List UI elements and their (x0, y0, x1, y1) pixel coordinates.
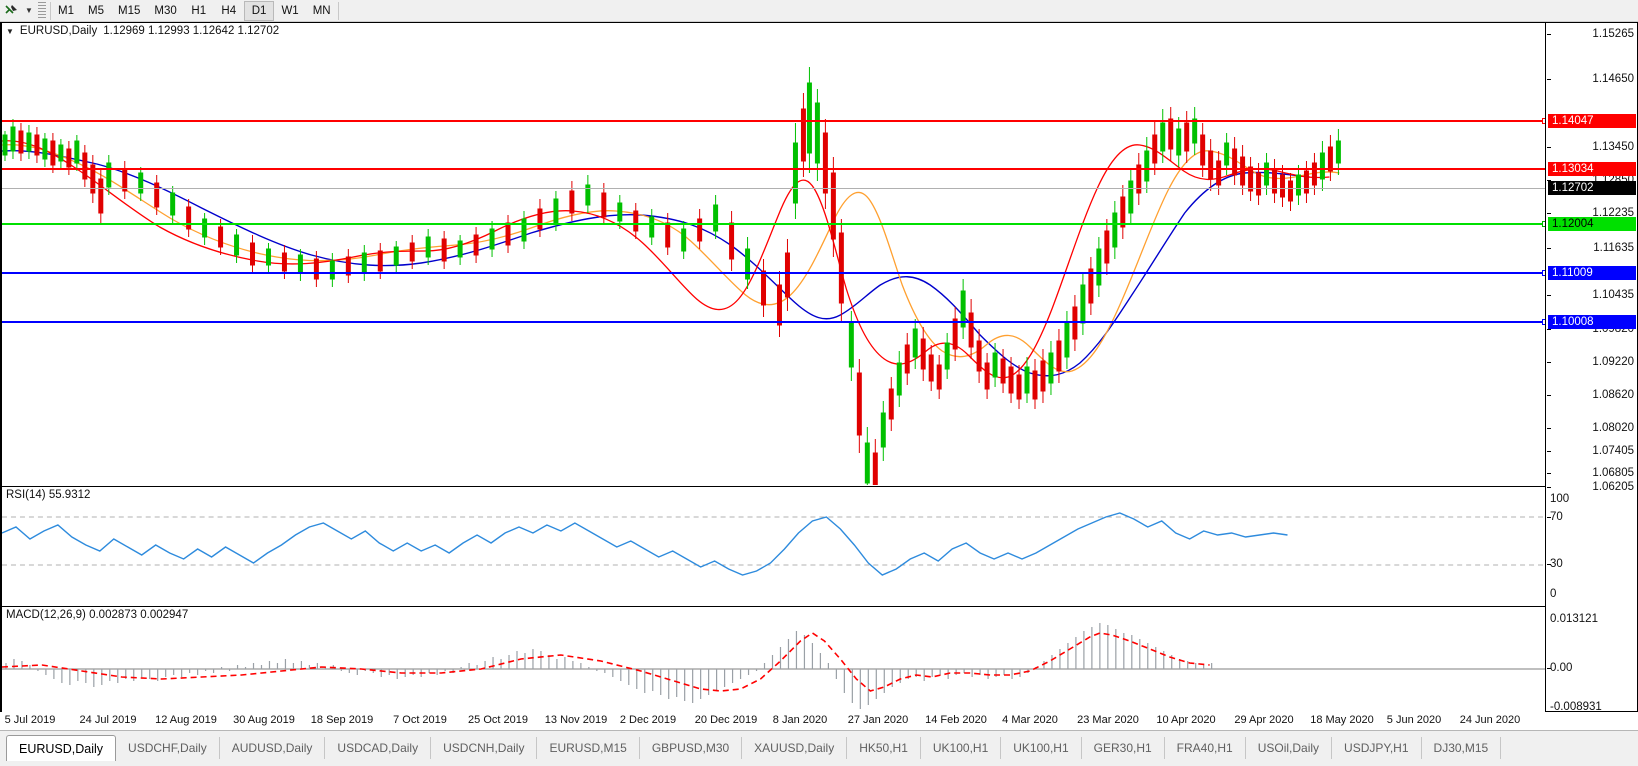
date-label-0: 5 Jul 2019 (4, 714, 56, 726)
date-label-12: 14 Feb 2020 (925, 714, 987, 726)
moving-average-slow (2, 149, 1310, 377)
macd-tick-min: -0.008931 (1550, 701, 1602, 713)
date-label-13: 4 Mar 2020 (1002, 714, 1058, 726)
rsi-tick-30: 30 (1550, 558, 1563, 570)
date-label-3: 30 Aug 2019 (233, 714, 295, 726)
price-chart-svg (2, 67, 1341, 485)
date-label-1: 24 Jul 2019 (79, 714, 137, 726)
rsi-tick-0: 0 (1550, 588, 1557, 600)
date-axis: 5 Jul 2019 24 Jul 2019 12 Aug 2019 30 Au… (0, 712, 1638, 730)
timeframe-w1[interactable]: W1 (281, 4, 299, 17)
chart-tab-uk100-h1-b[interactable]: UK100,H1 (1001, 737, 1082, 759)
chart-tab-usdcad-daily[interactable]: USDCAD,Daily (325, 737, 432, 759)
chart-symbol-header: ▼ EURUSD,Daily 1.12969 1.12993 1.12642 1… (2, 23, 279, 39)
price-tick-4: 1.12235 (1592, 207, 1634, 219)
rsi-chart-svg (2, 512, 1545, 576)
chart-tab-dj30-m15[interactable]: DJ30,M15 (1422, 737, 1502, 759)
price-axis[interactable]: 1.15265 1.14650 1.13450 1.12850 1.12235 … (1545, 23, 1637, 713)
chart-tab-usoil-daily[interactable]: USOil,Daily (1246, 737, 1333, 759)
date-label-17: 18 May 2020 (1310, 714, 1374, 726)
date-label-19: 24 Jun 2020 (1459, 714, 1521, 726)
macd-tick-max: 0.013121 (1550, 613, 1598, 625)
macd-tick-zero: 0.00 (1550, 662, 1573, 674)
level-pill-resistance-2[interactable]: 1.13034 (1548, 162, 1636, 176)
toolbar-divider-2 (337, 1, 339, 20)
chart-tab-fra40-h1[interactable]: FRA40,H1 (1165, 737, 1246, 759)
chart-tab-eurusd-m15[interactable]: EURUSD,M15 (537, 737, 640, 759)
chart-area[interactable]: ▼ EURUSD,Daily 1.12969 1.12993 1.12642 1… (0, 22, 1638, 713)
date-label-18: 5 Jun 2020 (1386, 714, 1442, 726)
chart-symbol-label: EURUSD,Daily (19, 25, 98, 37)
chart-tab-audusd-daily[interactable]: AUDUSD,Daily (220, 737, 326, 759)
drag-grip-icon[interactable] (38, 1, 46, 20)
price-tick-1: 1.14650 (1592, 73, 1634, 85)
candlesticks (2, 67, 1341, 485)
price-tick-6: 1.10435 (1592, 289, 1634, 301)
date-label-4: 18 Sep 2019 (310, 714, 374, 726)
timeframe-m1[interactable]: M1 (58, 4, 74, 17)
date-label-5: 7 Oct 2019 (393, 714, 447, 726)
chart-tab-usdjpy-h1[interactable]: USDJPY,H1 (1332, 737, 1422, 759)
chart-tab-usdchf-daily[interactable]: USDCHF,Daily (116, 737, 220, 759)
timeframe-m30[interactable]: M30 (154, 4, 177, 17)
level-pill-pivot-2[interactable]: 1.10008 (1548, 315, 1636, 329)
date-label-2: 12 Aug 2019 (155, 714, 217, 726)
timeframe-mn[interactable]: MN (312, 4, 331, 17)
date-label-11: 27 Jan 2020 (847, 714, 909, 726)
moving-average-fast (2, 140, 1330, 379)
date-label-6: 25 Oct 2019 (468, 714, 528, 726)
date-label-14: 23 Mar 2020 (1077, 714, 1139, 726)
timeframe-h4[interactable]: H4 (221, 4, 237, 17)
macd-panel[interactable]: MACD(12,26,9) 0.002873 0.002947 (2, 606, 1545, 712)
level-pill-pivot-1[interactable]: 1.11009 (1548, 266, 1636, 280)
price-tick-5: 1.11635 (1593, 242, 1634, 254)
timeframe-h1[interactable]: H1 (191, 4, 207, 17)
rsi-line (2, 512, 1288, 576)
date-label-16: 29 Apr 2020 (1234, 714, 1294, 726)
timeframe-d1[interactable]: D1 (243, 0, 275, 21)
macd-histogram (5, 623, 1213, 709)
price-tick-12: 1.06805 (1592, 467, 1634, 479)
price-panel[interactable] (2, 23, 1545, 485)
date-label-8: 2 Dec 2019 (619, 714, 677, 726)
timeframe-m15[interactable]: M15 (118, 4, 141, 17)
price-tick-2: 1.13450 (1592, 141, 1634, 153)
current-price-pill: 1.12702 (1548, 181, 1636, 195)
chart-tab-uk100-h1-a[interactable]: UK100,H1 (921, 737, 1002, 759)
toolbar-divider (50, 1, 51, 20)
rsi-panel[interactable]: RSI(14) 55.9312 (2, 486, 1545, 605)
date-label-10: 8 Jan 2020 (772, 714, 828, 726)
price-tick-11: 1.07405 (1592, 445, 1634, 457)
price-tick-13: 1.06205 (1592, 481, 1634, 493)
chart-tab-eurusd-daily[interactable]: EURUSD,Daily (6, 735, 117, 761)
macd-chart-svg (2, 623, 1545, 709)
macd-signal-line (2, 632, 1210, 692)
chart-tab-usdcnh-daily[interactable]: USDCNH,Daily (431, 737, 538, 759)
level-pill-support-1[interactable]: 1.12004 (1548, 217, 1636, 231)
chart-tab-xauusd-daily[interactable]: XAUUSD,Daily (742, 737, 848, 759)
chart-ohlc-values: 1.12969 1.12993 1.12642 1.12702 (103, 25, 280, 37)
date-label-9: 20 Dec 2019 (694, 714, 758, 726)
macd-label: MACD(12,26,9) 0.002873 0.002947 (6, 609, 189, 621)
price-tick-0: 1.15265 (1592, 28, 1634, 40)
chart-tab-ger30-h1[interactable]: GER30,H1 (1082, 737, 1165, 759)
timeframe-m5[interactable]: M5 (88, 4, 104, 17)
price-tick-10: 1.08020 (1592, 422, 1634, 434)
level-pill-resistance-1[interactable]: 1.14047 (1548, 114, 1636, 128)
price-tick-8: 1.09220 (1592, 356, 1634, 368)
chevron-down-icon[interactable]: ▼ (25, 6, 33, 15)
date-label-7: 13 Nov 2019 (544, 714, 608, 726)
chart-tab-hk50-h1[interactable]: HK50,H1 (847, 737, 921, 759)
chart-tab-gbpusd-m30[interactable]: GBPUSD,M30 (640, 737, 743, 759)
crosshair-cursor-icon[interactable] (0, 1, 22, 21)
rsi-tick-100: 100 (1550, 493, 1570, 505)
main-toolbar: ▼ M1 M5 M15 M30 H1 H4 D1 W1 MN (0, 0, 1638, 22)
rsi-label: RSI(14) 55.9312 (6, 489, 91, 501)
date-label-15: 10 Apr 2020 (1156, 714, 1216, 726)
caret-down-icon[interactable]: ▼ (6, 26, 14, 36)
chart-tab-bar: EURUSD,Daily USDCHF,Daily AUDUSD,Daily U… (0, 730, 1638, 766)
rsi-tick-70: 70 (1550, 511, 1563, 523)
price-tick-9: 1.08620 (1592, 389, 1634, 401)
